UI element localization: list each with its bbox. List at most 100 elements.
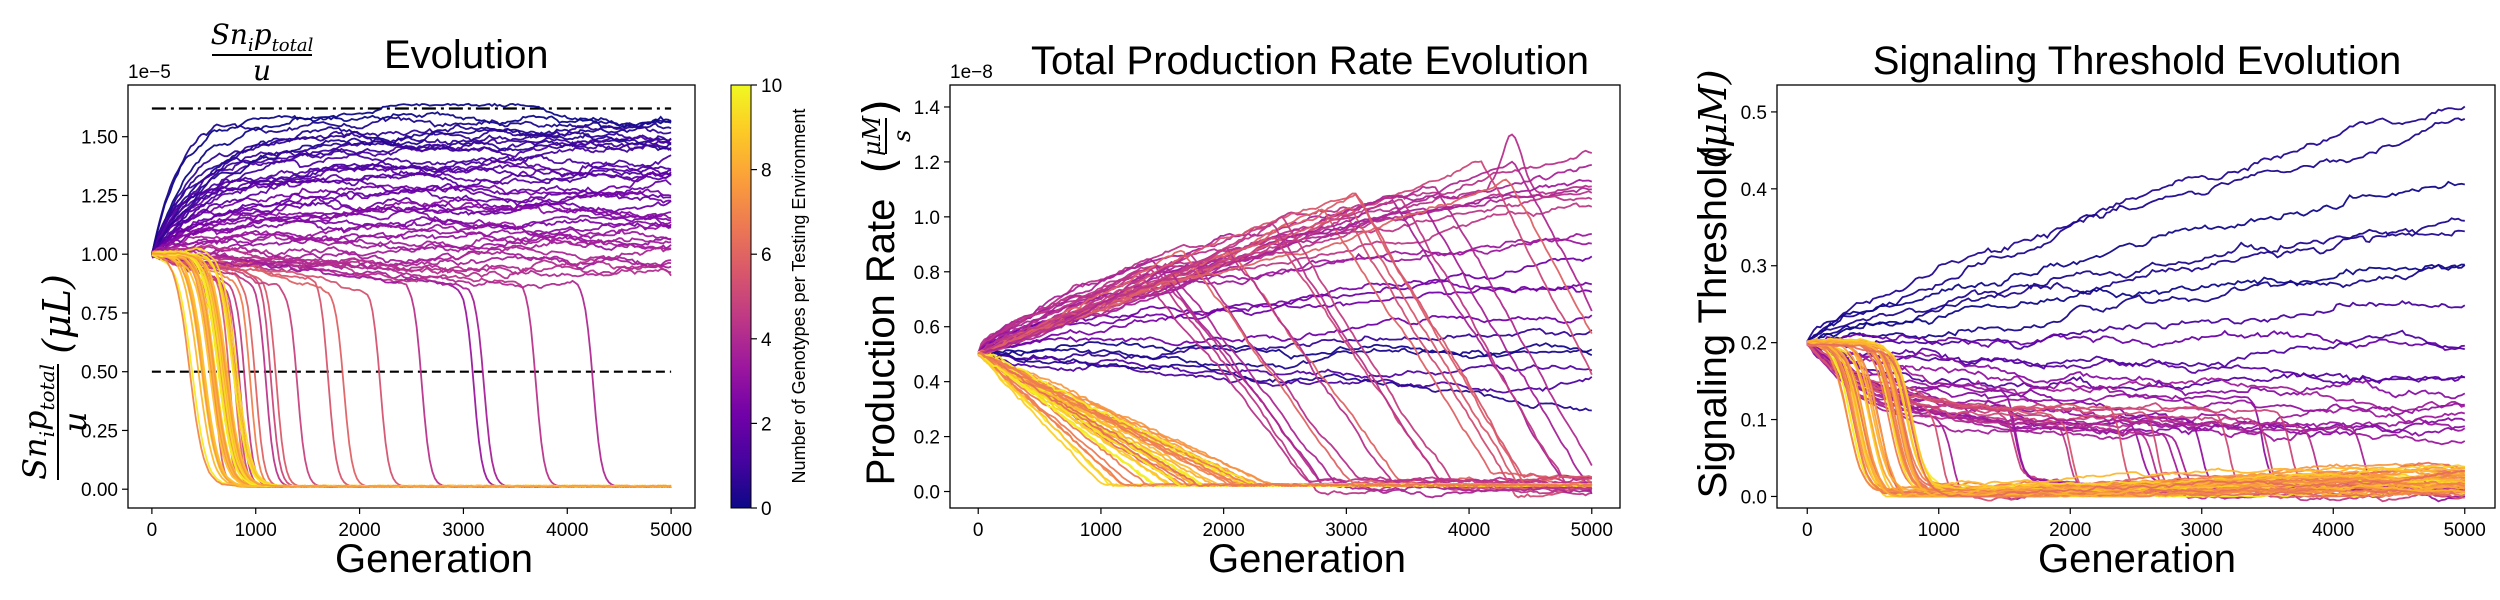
series-line-collapse — [151, 252, 672, 488]
x-axis-label-prod: Generation — [1208, 537, 1406, 581]
plot-frame-snp — [127, 84, 696, 509]
title-text-snp: Evolution — [384, 33, 549, 77]
y-exponent-prod: 1e−8 — [950, 62, 993, 83]
x-tick-label: 5000 — [1571, 520, 1613, 541]
series-line-survivor — [151, 124, 672, 254]
series-line-rising — [977, 233, 1592, 353]
colorbar-label: Number of Genotypes per Testing Environm… — [789, 109, 809, 484]
panel-prod: Total Production Rate Evolution Producti… — [854, 39, 1621, 581]
plot-lines-snp — [151, 102, 672, 488]
x-tick-label: 4000 — [546, 520, 588, 541]
y-tick-label: 0.25 — [81, 421, 118, 442]
y-axis-label-thresh: Signaling Threshold (μM) — [1691, 69, 1735, 498]
series-line-collapse — [151, 252, 672, 488]
series-line-surviving — [1806, 263, 2465, 344]
series-line-extinct — [151, 251, 672, 488]
colorbar-tick-label: 4 — [761, 330, 772, 351]
x-tick-label: 3000 — [2181, 520, 2223, 541]
y-tick-label: 1.50 — [81, 128, 118, 149]
plot-lines-prod — [977, 133, 1593, 499]
ticks-prod: 0 1000 2000 3000 4000 5000 0.0 0.2 0.4 0.6 0.8 1.0 1… — [914, 98, 1613, 541]
chart-title-snp: Sniptotal u Evolution — [211, 18, 549, 87]
x-tick-label: 4000 — [2312, 520, 2354, 541]
series-line-declining — [977, 160, 1593, 376]
series-line-surviving — [1806, 105, 2466, 345]
title-text-prod: Total Production Rate Evolution — [1031, 39, 1589, 83]
series-line-survivor — [151, 192, 672, 253]
plot-frame-thresh — [1776, 84, 2496, 509]
series-line-collapse — [151, 252, 672, 488]
series-line-extinct — [151, 252, 672, 488]
series-line-declining — [978, 193, 1593, 488]
x-tick-label: 0 — [147, 520, 158, 541]
colorbar-gradient — [730, 84, 752, 509]
ylabel-text-prod: Production Rate — [859, 199, 903, 486]
series-line-survivor — [151, 182, 672, 254]
x-tick-label: 1000 — [235, 520, 277, 541]
series-line-surviving — [1806, 329, 2465, 351]
y-tick-label: 0.2 — [914, 428, 940, 449]
ylabel-math-numerator: Sniptotal — [16, 364, 59, 480]
y-tick-label: 1.4 — [914, 98, 941, 119]
series-line-surviving — [1806, 217, 2465, 346]
y-tick-label: 0.4 — [914, 373, 941, 394]
y-tick-label: 0.2 — [1741, 334, 1767, 355]
series-line-survivor — [151, 140, 672, 254]
y-tick-label: 0.4 — [1741, 180, 1768, 201]
plot-frame-prod — [949, 84, 1621, 509]
ylabel-paren-open: ( — [854, 157, 905, 174]
series-line-survivor — [151, 164, 672, 257]
colorbar-tick-label: 6 — [761, 245, 772, 266]
series-line-collapse — [151, 252, 672, 488]
y-tick-label: 0.75 — [81, 304, 118, 325]
series-line-extinct — [151, 252, 672, 488]
ylabel-math-numerator-prod: μM — [858, 114, 886, 156]
series-line-declining — [977, 267, 1593, 494]
series-line-survivor — [151, 124, 672, 258]
series-line-survivor — [151, 224, 672, 260]
series-line-rising — [978, 327, 1593, 364]
title-text-thresh: Signaling Threshold Evolution — [1873, 39, 2402, 83]
y-tick-label: 0.0 — [914, 483, 940, 504]
x-tick-label: 5000 — [2444, 520, 2486, 541]
series-line-extinct — [151, 251, 672, 488]
series-line-surviving — [1806, 341, 2466, 400]
title-math-denominator: u — [253, 54, 271, 87]
series-line-survivor — [151, 147, 672, 255]
series-line-surviving — [1806, 227, 2465, 343]
series-line-surviving — [1806, 180, 2465, 343]
series-line-extinct — [151, 253, 672, 488]
x-axis-label-snp: Generation — [335, 537, 533, 581]
series-line-extinct — [151, 252, 672, 488]
colorbar-tick-label: 2 — [761, 414, 772, 435]
series-line-collapse — [151, 252, 672, 488]
colorbar-tick-label: 8 — [761, 161, 772, 182]
series-line-rising — [977, 279, 1592, 355]
series-line-rising — [977, 285, 1593, 354]
series-line-rising — [977, 347, 1593, 370]
series-line-survivor — [151, 122, 672, 255]
series-line-survivor — [151, 161, 672, 255]
y-exponent-snp: 1e−5 — [128, 62, 171, 83]
y-tick-label: 0.8 — [914, 263, 940, 284]
x-tick-label: 2000 — [2049, 520, 2091, 541]
y-tick-label: 0.6 — [914, 318, 940, 339]
series-line-declining — [977, 215, 1593, 491]
title-math-numerator: Sniptotal — [211, 18, 314, 56]
series-line-survivor — [151, 171, 672, 256]
series-line-surviving — [1806, 263, 2466, 349]
x-tick-label: 5000 — [650, 520, 692, 541]
x-tick-label: 0 — [973, 520, 984, 541]
y-tick-label: 0.5 — [1741, 103, 1767, 124]
ylabel-paren-close: ) — [854, 99, 905, 116]
series-line-collapse — [151, 247, 672, 488]
panel-thresh: Signaling Threshold Evolution Signaling … — [1691, 39, 2496, 581]
series-line-extinct — [151, 251, 672, 488]
colorbar-tick-label: 0 — [761, 499, 772, 520]
series-line-collapse — [151, 252, 672, 488]
series-line-rising — [977, 314, 1593, 356]
series-line-collapse — [151, 252, 672, 488]
ylabel-text-thresh: Signaling Threshold — [1691, 146, 1735, 499]
y-tick-label: 0.50 — [81, 363, 118, 384]
series-line-survivor — [151, 137, 672, 254]
